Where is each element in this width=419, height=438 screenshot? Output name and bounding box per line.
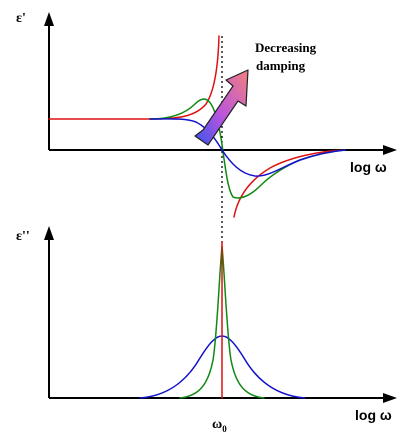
decreasing-damping-arrow [194, 69, 249, 146]
bottom-x-label: log ω [355, 407, 392, 423]
top-blue-curve [149, 118, 346, 177]
bottom-x-axis-arrowhead [383, 393, 397, 403]
top-panel-curves [48, 35, 346, 218]
resonance-label: ω0 [212, 417, 227, 434]
bottom-y-axis-arrowhead [44, 226, 54, 240]
bottom-panel-curves [139, 241, 306, 399]
bottom-y-label: ε'' [16, 229, 30, 244]
top-y-axis-arrowhead [44, 12, 54, 26]
annotation-line2: damping [256, 58, 306, 73]
resonance-subscript: 0 [222, 424, 227, 434]
damping-arrow-shape [194, 69, 249, 146]
top-green-curve [149, 98, 346, 199]
top-x-axis-arrowhead [383, 145, 397, 155]
top-y-label: ε' [16, 11, 26, 26]
annotation-line1: Decreasing [255, 40, 317, 55]
top-red-curve-right [233, 149, 346, 218]
top-red-curve-left [48, 35, 220, 120]
top-x-label: log ω [350, 159, 387, 175]
top-panel-axes: ε' log ω [16, 11, 397, 175]
resonance-omega: ω [212, 417, 222, 432]
bottom-panel-axes: ε'' log ω [16, 226, 397, 423]
